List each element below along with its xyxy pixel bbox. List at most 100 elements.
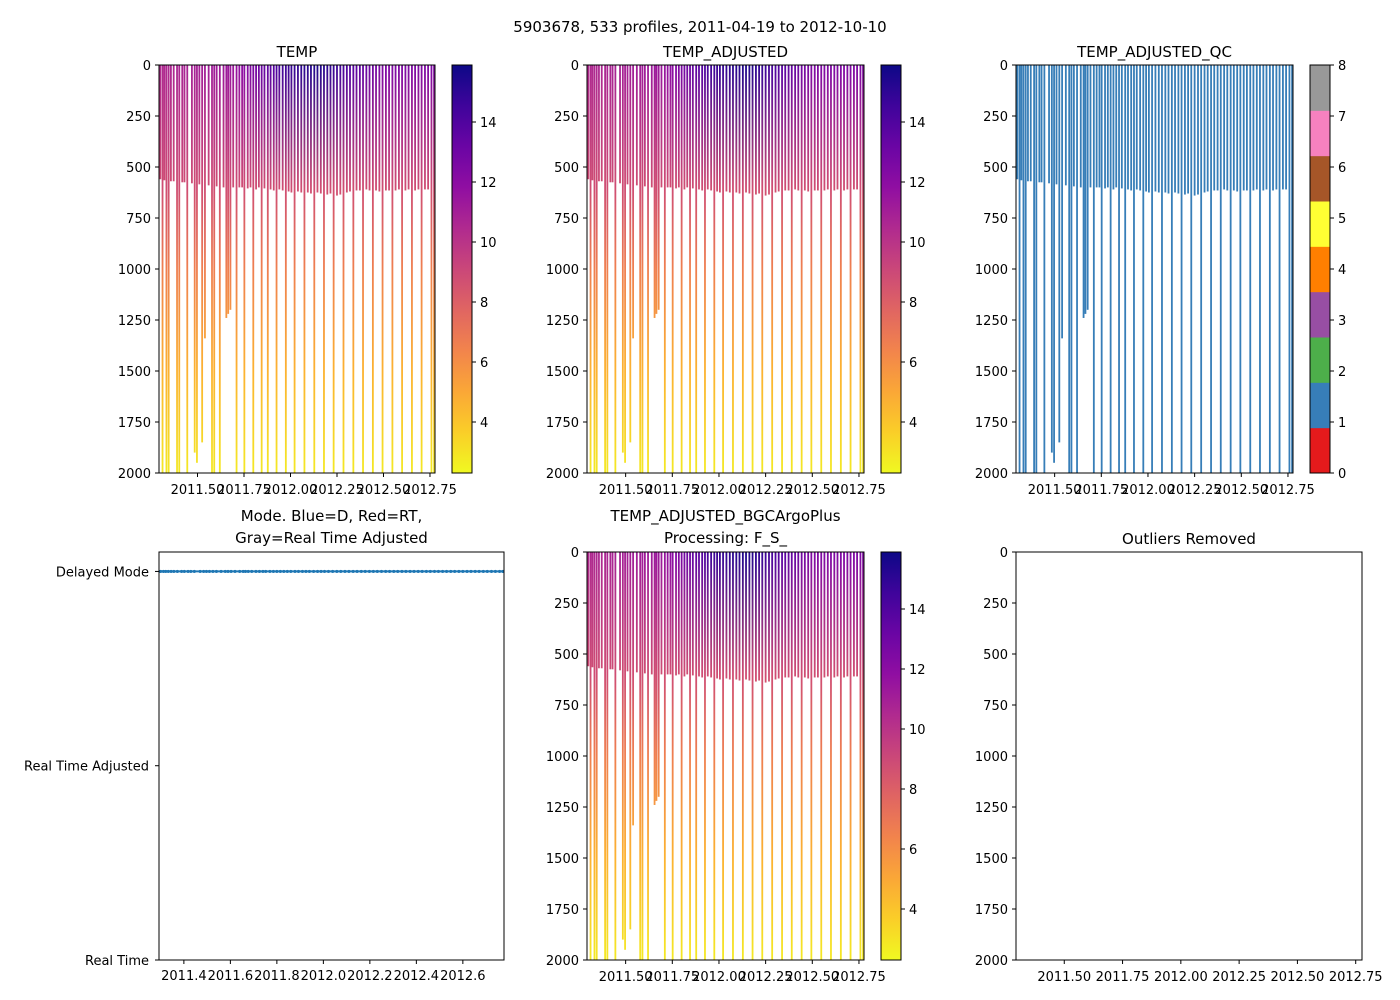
profile-line — [368, 65, 371, 191]
mode-point — [296, 569, 301, 574]
profile-line — [1190, 65, 1193, 473]
profile-line — [1112, 65, 1115, 190]
mode-point — [261, 569, 265, 574]
mode-point — [319, 569, 323, 574]
profile-line — [278, 65, 281, 190]
y-tick-label: 1750 — [975, 416, 1008, 431]
profile-line — [198, 65, 201, 185]
profile-line — [1288, 65, 1291, 473]
y-tick-label: Real Time — [85, 954, 149, 969]
y-tick-label: 0 — [571, 59, 579, 74]
mode-point — [311, 569, 316, 574]
profile-line — [1053, 65, 1055, 463]
profile-line — [1236, 65, 1239, 192]
profile-line — [287, 65, 290, 192]
profile-line — [713, 65, 716, 473]
profile-line — [748, 552, 751, 681]
profile-line — [862, 552, 864, 960]
x-tick-label: 2012.00 — [1121, 483, 1175, 498]
profile-line — [414, 65, 416, 191]
profile-line — [849, 65, 852, 473]
mode-point — [186, 569, 190, 574]
profile-line — [713, 552, 716, 960]
profile-line — [159, 65, 162, 180]
mode-point — [461, 569, 465, 574]
profile-line — [1213, 65, 1216, 191]
profile-line — [663, 552, 666, 960]
mode-point — [198, 569, 202, 574]
y-tick-label: 1250 — [975, 801, 1008, 816]
mode-point — [166, 569, 170, 574]
mode-point — [335, 569, 339, 574]
profile-line — [706, 65, 709, 190]
profile-line — [790, 552, 793, 960]
profile-line — [839, 552, 842, 960]
profile-line — [1106, 65, 1109, 188]
profile-line — [186, 65, 189, 473]
profile-line — [1133, 65, 1135, 473]
profile-line — [856, 65, 858, 190]
mode-point — [420, 569, 424, 574]
mode-point — [444, 569, 449, 574]
mode-point — [219, 569, 223, 574]
profile-line — [165, 65, 168, 473]
profile-line — [1084, 65, 1087, 314]
profile-line — [1229, 65, 1232, 473]
profile-line — [660, 552, 663, 675]
profile-line — [1022, 65, 1025, 473]
mode-point — [449, 569, 453, 574]
profile-line — [598, 65, 600, 182]
profile-line — [675, 552, 677, 676]
profile-line — [339, 65, 342, 195]
profile-line — [741, 65, 744, 473]
profile-line — [777, 65, 780, 192]
x-tick-label: 2011.4 — [161, 969, 207, 984]
profile-line — [853, 552, 855, 677]
colorbar-tick-label: 1 — [1338, 416, 1346, 431]
profile-line — [332, 65, 335, 473]
profile-line — [826, 65, 829, 190]
profile-line — [272, 65, 275, 191]
colorbar-tick-label: 4 — [1338, 263, 1346, 278]
profile-line — [1252, 65, 1255, 191]
profile-line — [689, 65, 691, 473]
profile-line — [1098, 65, 1101, 188]
profile-line — [1124, 65, 1127, 473]
profile-line — [411, 65, 413, 473]
profile-line — [669, 65, 672, 188]
y-tick-label: 1750 — [546, 416, 579, 431]
profile-line — [345, 65, 348, 193]
profile-line — [249, 65, 252, 188]
profile-line — [1145, 65, 1148, 192]
profile-line — [1027, 65, 1029, 182]
profile-line — [777, 552, 780, 679]
profile-line — [1089, 65, 1092, 188]
y-tick-label: 2000 — [975, 954, 1008, 969]
profile-line — [1282, 65, 1284, 190]
mode-point — [254, 569, 258, 574]
mode-point — [241, 569, 245, 574]
mode-point — [223, 569, 227, 574]
profile-line — [388, 65, 390, 191]
colorbar-tick-label: 12 — [480, 176, 497, 191]
profile-line — [833, 552, 836, 678]
profile-line — [686, 65, 689, 188]
profile-line — [300, 65, 303, 193]
y-tick-label: Delayed Mode — [56, 565, 149, 580]
x-tick-label: 2012.50 — [785, 970, 839, 985]
profile-line — [641, 65, 644, 473]
mode-point — [189, 569, 193, 574]
mode-point — [469, 569, 473, 574]
profile-line — [846, 65, 849, 190]
profile-line — [297, 65, 299, 192]
profile-line — [336, 65, 338, 196]
mode-point — [477, 569, 481, 574]
profile-line — [609, 65, 612, 183]
mode-point — [392, 569, 396, 574]
profile-line — [1259, 65, 1261, 473]
panel-title: TEMP_ADJUSTED_BGCArgoPlus — [609, 507, 840, 526]
profile-line — [375, 65, 377, 191]
x-tick-label: 2012.50 — [357, 483, 411, 498]
y-tick-label: 1000 — [546, 263, 579, 278]
profile-line — [671, 65, 674, 473]
